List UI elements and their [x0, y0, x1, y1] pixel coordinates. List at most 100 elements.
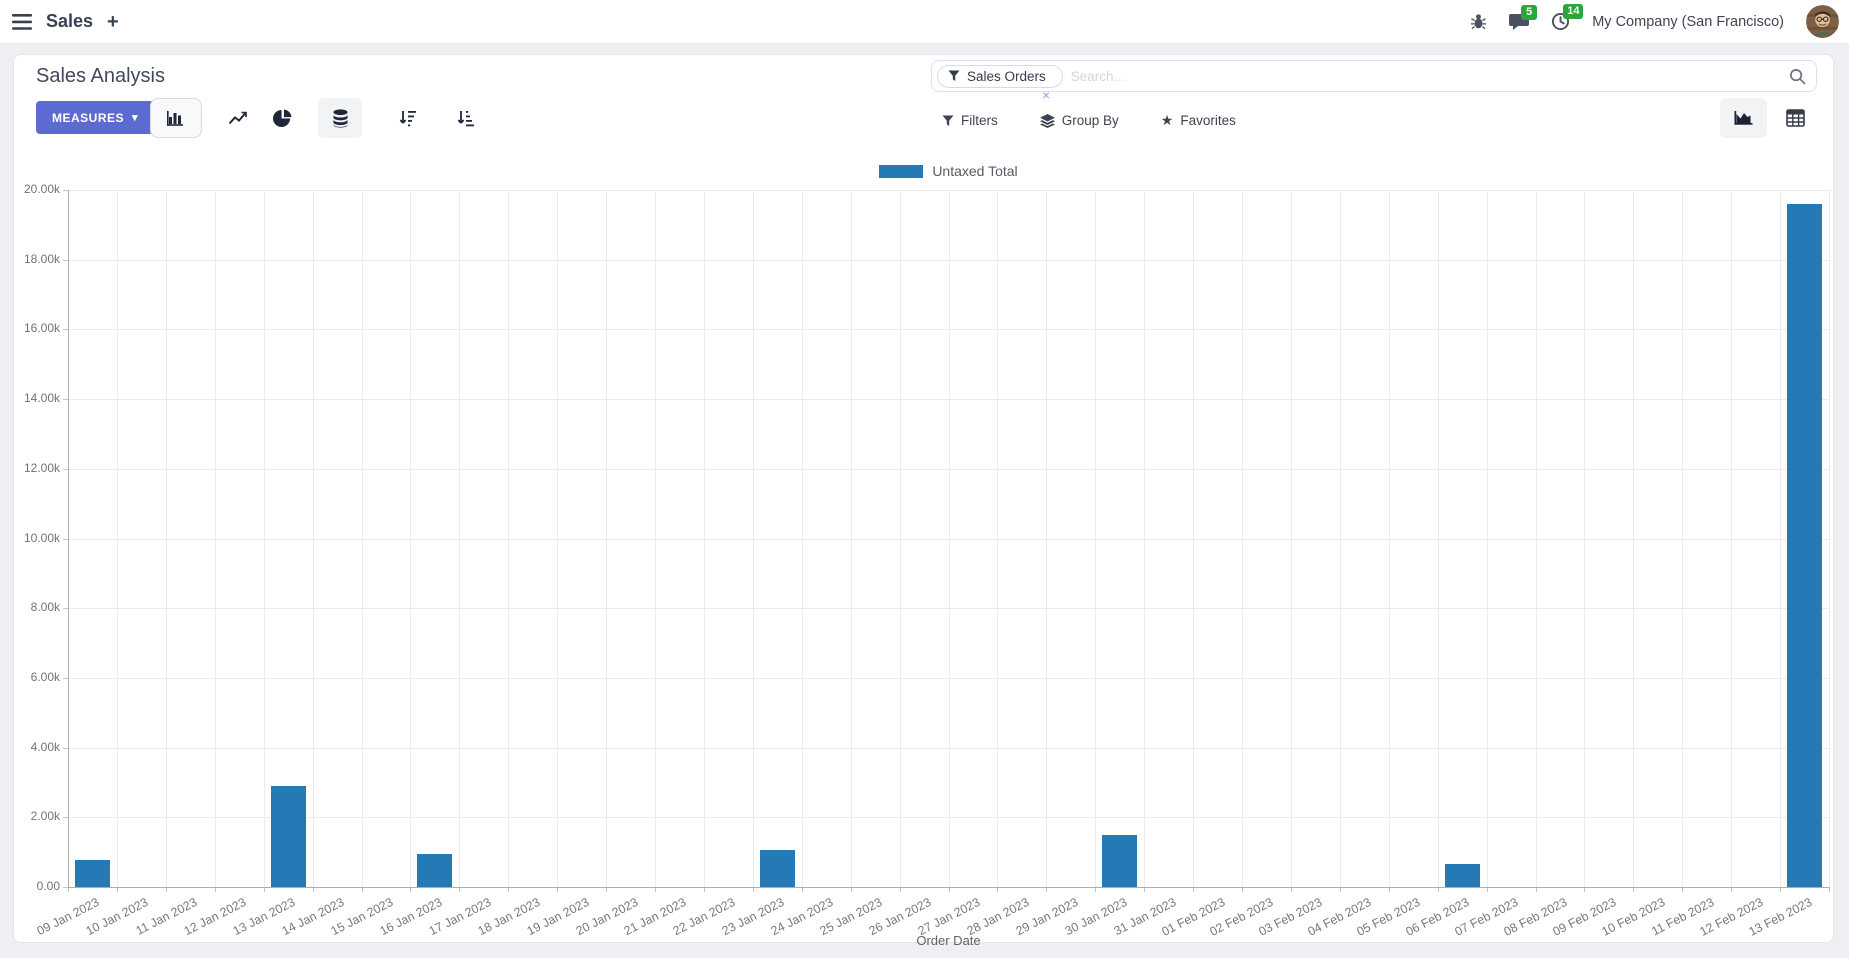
x-axis-tick	[116, 887, 118, 892]
app-title[interactable]: Sales	[46, 11, 94, 31]
x-axis-tick	[1388, 887, 1390, 892]
star-icon: ★	[1160, 112, 1174, 128]
company-switcher[interactable]: My Company (San Francisco)	[1592, 13, 1784, 30]
x-axis-tick	[1682, 887, 1684, 892]
bar[interactable]	[74, 859, 110, 887]
x-gridline	[997, 190, 999, 887]
plus-icon[interactable]: +	[107, 10, 119, 33]
chart-legend[interactable]: Untaxed Total	[68, 163, 1829, 179]
legend-swatch	[879, 164, 924, 178]
x-gridline	[1339, 190, 1341, 887]
bar[interactable]	[1787, 203, 1823, 887]
y-axis-label: 8.00k	[30, 600, 60, 615]
debug-bug-icon[interactable]	[1470, 13, 1487, 30]
x-gridline	[801, 190, 803, 887]
bar-chart-button[interactable]	[150, 98, 202, 138]
y-axis-tick	[63, 608, 68, 610]
x-axis-tick	[1144, 887, 1146, 892]
x-axis-tick	[1731, 887, 1733, 892]
pivot-view-button[interactable]	[1775, 98, 1815, 138]
x-gridline	[1584, 190, 1586, 887]
pie-chart-button[interactable]	[260, 98, 304, 138]
x-axis-tick	[459, 887, 461, 892]
x-gridline	[361, 190, 363, 887]
line-chart-button[interactable]	[216, 98, 260, 138]
search-facet-label: Sales Orders	[967, 68, 1046, 84]
x-gridline	[655, 190, 656, 887]
messages-count-badge: 5	[1521, 4, 1538, 20]
x-axis-tick	[1095, 887, 1097, 892]
filters-button-label: Filters	[961, 113, 998, 128]
search-input[interactable]	[1070, 68, 1789, 84]
x-axis-tick	[1535, 887, 1537, 892]
bar[interactable]	[759, 850, 795, 887]
x-axis-tick	[1829, 887, 1830, 892]
stacked-toggle-button[interactable]	[318, 98, 362, 138]
navbar-right: 5 14 My Company (San Francisco)	[1470, 4, 1849, 38]
x-gridline	[263, 190, 265, 887]
x-axis-tick	[1633, 887, 1635, 892]
x-axis-tick	[508, 887, 510, 892]
messages-button[interactable]: 5	[1509, 4, 1538, 31]
x-gridline	[116, 190, 118, 887]
facet-remove-icon[interactable]: ×	[1042, 87, 1051, 103]
x-axis-tick	[263, 887, 265, 892]
x-axis-tick	[1290, 887, 1292, 892]
search-bar[interactable]: Sales Orders	[931, 60, 1817, 92]
graph-view-button[interactable]	[1720, 98, 1767, 138]
sort-descending-button[interactable]	[386, 98, 430, 138]
chevron-down-icon: ▾	[132, 112, 139, 124]
x-axis-tick	[214, 887, 216, 892]
page-title: Sales Analysis	[36, 65, 165, 87]
measures-button[interactable]: MEASURES ▾	[36, 101, 155, 134]
group-by-button[interactable]: Group By	[1039, 113, 1119, 128]
measures-button-label: MEASURES	[52, 110, 125, 125]
favorites-button[interactable]: ★ Favorites	[1161, 112, 1236, 129]
search-icon[interactable]	[1789, 68, 1806, 85]
menu-icon[interactable]	[12, 13, 32, 30]
x-gridline	[165, 190, 167, 887]
y-axis-label: 0.00	[36, 879, 60, 893]
search-facet[interactable]: Sales Orders	[937, 64, 1063, 88]
x-gridline	[850, 190, 852, 887]
x-axis-tick	[606, 887, 608, 892]
y-axis-tick	[63, 538, 68, 540]
x-gridline	[557, 190, 559, 887]
x-axis-tick	[1584, 887, 1586, 892]
x-gridline	[508, 190, 510, 887]
x-gridline	[1388, 190, 1390, 887]
avatar[interactable]	[1806, 5, 1839, 38]
top-navbar: Sales + 5 14 My Company (San Francisco)	[0, 0, 1849, 44]
y-axis-tick	[63, 399, 68, 401]
x-axis-title: Order Date	[916, 933, 981, 948]
y-axis-label: 10.00k	[23, 530, 60, 545]
favorites-button-label: Favorites	[1180, 113, 1236, 128]
x-axis-tick	[655, 887, 656, 892]
bar[interactable]	[417, 853, 453, 887]
x-gridline	[312, 190, 314, 887]
x-axis-line	[68, 887, 1829, 888]
y-axis-line	[68, 190, 69, 887]
activities-count-badge: 14	[1563, 4, 1584, 19]
y-axis-label: 6.00k	[30, 669, 60, 684]
y-axis-label: 16.00k	[23, 321, 60, 336]
x-gridline	[948, 190, 950, 887]
x-axis-tick	[801, 887, 803, 892]
legend-label: Untaxed Total	[932, 163, 1018, 179]
filters-button[interactable]: Filters	[942, 113, 998, 128]
x-axis-tick	[899, 887, 901, 892]
bar[interactable]	[270, 785, 306, 887]
x-axis-tick	[1242, 887, 1243, 892]
x-gridline	[1682, 190, 1684, 887]
y-axis-tick	[63, 190, 68, 191]
bar[interactable]	[1444, 864, 1480, 887]
y-axis-label: 20.00k	[23, 182, 60, 196]
x-gridline	[1144, 190, 1146, 887]
x-axis-tick	[165, 887, 167, 892]
y-axis-tick	[63, 747, 68, 749]
activities-button[interactable]: 14	[1551, 4, 1584, 31]
bar[interactable]	[1102, 834, 1138, 887]
x-gridline	[1633, 190, 1635, 887]
x-gridline	[1095, 190, 1097, 887]
sort-ascending-button[interactable]	[444, 98, 488, 138]
